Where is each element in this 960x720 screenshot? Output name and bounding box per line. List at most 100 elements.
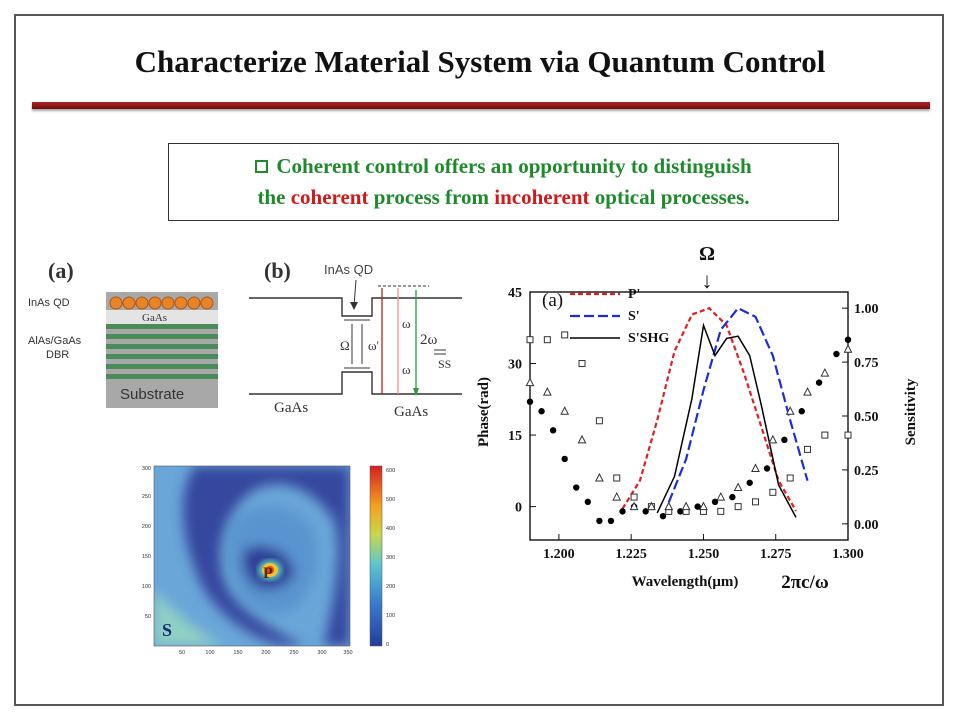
point-circle <box>584 498 592 506</box>
point-triangle <box>820 367 830 377</box>
callout-line2-mid: process from <box>373 185 489 209</box>
checkbox-bullet-icon <box>255 160 269 173</box>
panel-b-ss: SS <box>438 357 451 371</box>
point-square <box>630 493 638 501</box>
bottom-annotation: 2πc/ω <box>781 572 829 593</box>
colorbar-tick: 600 <box>386 468 395 474</box>
heatmap-colorbar <box>369 465 383 647</box>
point-circle <box>763 465 771 472</box>
point-circle <box>815 379 823 386</box>
point-square <box>526 336 534 344</box>
point-square <box>786 474 794 482</box>
point-square <box>734 503 742 511</box>
point-square <box>717 507 725 515</box>
callout-box: Coherent control offers an opportunity t… <box>168 143 839 221</box>
x-tick-label: 1.225 <box>615 547 647 562</box>
point-circle <box>573 484 580 491</box>
colorbar-tick: 400 <box>386 526 395 532</box>
series-line-1 <box>667 306 809 503</box>
point-circle <box>538 408 545 415</box>
y-left-tick-label: 15 <box>508 429 522 444</box>
series-line-2 <box>656 322 797 518</box>
panel-a-label: (a) <box>48 258 74 283</box>
legend-label-sshg: S'SHG <box>628 331 669 346</box>
callout-incoherent: incoherent <box>494 185 590 209</box>
point-circle <box>619 508 626 515</box>
point-triangle <box>646 501 656 511</box>
point-square <box>543 336 551 344</box>
point-circle <box>798 408 805 415</box>
point-circle <box>694 503 701 510</box>
heatmap-ytick: 200 <box>142 524 151 530</box>
point-square <box>561 331 569 339</box>
point-square <box>595 417 603 425</box>
y-right-tick-label: 1.00 <box>854 302 879 317</box>
point-triangle <box>681 501 691 511</box>
y-left-tick-label: 45 <box>508 286 522 301</box>
heatmap-xtick: 250 <box>289 650 298 656</box>
panel-b-omega-big: Ω <box>340 338 350 353</box>
x-tick-label: 1.275 <box>760 547 792 562</box>
panel-b-band-diagram: (b) InAs QD Ω ω' ω ω 2ω SS GaAs GaAs <box>249 258 462 420</box>
point-square <box>769 488 777 496</box>
callout-coherent: coherent <box>290 185 369 209</box>
title-underline <box>32 102 930 109</box>
point-triangle <box>843 344 853 353</box>
point-triangle <box>542 387 552 396</box>
heatmap: P S 50 100 150 200 250 300 350 300 250 2… <box>142 465 395 656</box>
panel-a-substrate-label: Substrate <box>120 386 184 403</box>
heatmap-xtick: 350 <box>343 650 352 656</box>
omega-marker: Ω <box>699 243 715 265</box>
heatmap-xtick: 300 <box>317 650 326 656</box>
colorbar-tick: 200 <box>386 584 395 590</box>
x-tick-label: 1.300 <box>832 547 864 562</box>
phase-sensitivity-plot: 1.200 1.225 1.250 1.275 1.300 0 15 30 45 0.00 0.25… <box>476 243 919 593</box>
panel-a-dbr-label1: AlAs/GaAs <box>28 335 82 347</box>
quantum-dots <box>109 296 214 310</box>
slide-frame <box>14 14 944 706</box>
point-square <box>804 445 812 453</box>
point-circle <box>607 517 615 525</box>
panel-a-dbr-label2: DBR <box>46 349 69 361</box>
point-triangle <box>733 482 743 492</box>
colorbar-tick: 500 <box>386 497 395 503</box>
point-circle <box>729 493 736 501</box>
point-square <box>613 474 621 482</box>
point-square <box>578 360 586 368</box>
series-line-0 <box>621 306 797 512</box>
y-right-tick-label: 0.00 <box>854 518 879 533</box>
heatmap-ytick: 150 <box>142 554 151 560</box>
x-tick-label: 1.250 <box>688 547 720 562</box>
point-triangle <box>716 491 726 501</box>
y-right-tick-label: 0.75 <box>854 356 879 371</box>
heatmap-xtick: 100 <box>205 650 214 656</box>
point-circle <box>549 427 557 434</box>
point-triangle <box>560 406 570 415</box>
callout-line2-pre: the <box>257 185 286 209</box>
heatmap-label-p: P <box>263 565 273 582</box>
legend-label-p: P' <box>628 287 640 302</box>
point-triangle <box>525 377 535 387</box>
heatmap-xtick: 200 <box>261 650 270 656</box>
point-triangle <box>751 463 760 472</box>
heatmap-xtick: 150 <box>233 650 242 656</box>
plot-frame <box>529 291 849 541</box>
x-tick-label: 1.200 <box>543 547 575 562</box>
point-square <box>844 431 852 439</box>
colorbar-tick: 100 <box>386 613 395 619</box>
legend-label-s: S' <box>628 309 640 324</box>
slide-title: Characterize Material System via Quantum… <box>134 44 826 79</box>
heatmap-xtick: 50 <box>179 650 185 656</box>
point-triangle <box>629 501 639 511</box>
point-circle <box>526 398 534 405</box>
panel-b-two-omega: 2ω <box>420 332 438 348</box>
heatmap-ytick: 50 <box>145 614 151 620</box>
point-circle <box>746 479 753 486</box>
heatmap-ytick: 250 <box>142 494 151 500</box>
plot-panel-label: (a) <box>542 290 563 311</box>
panel-b-label: (b) <box>264 258 291 283</box>
point-triangle <box>594 472 604 482</box>
panel-b-gaas-right: GaAs <box>394 404 428 420</box>
panel-b-omega-bottom: ω <box>402 362 411 377</box>
y-left-tick-label: 0 <box>515 501 522 516</box>
